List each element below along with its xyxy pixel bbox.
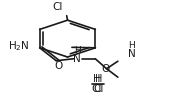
- Text: O: O: [102, 64, 110, 74]
- Text: Cl: Cl: [53, 2, 63, 12]
- Text: O: O: [55, 61, 63, 71]
- Text: H$_2$N: H$_2$N: [8, 40, 29, 53]
- Text: Cl: Cl: [94, 84, 104, 94]
- Text: H: H: [93, 74, 101, 84]
- Text: H: H: [128, 41, 135, 50]
- Text: H: H: [95, 74, 103, 84]
- Text: Cl: Cl: [92, 84, 102, 94]
- Text: H: H: [74, 46, 80, 55]
- Text: N: N: [128, 49, 136, 59]
- Text: N: N: [73, 54, 81, 64]
